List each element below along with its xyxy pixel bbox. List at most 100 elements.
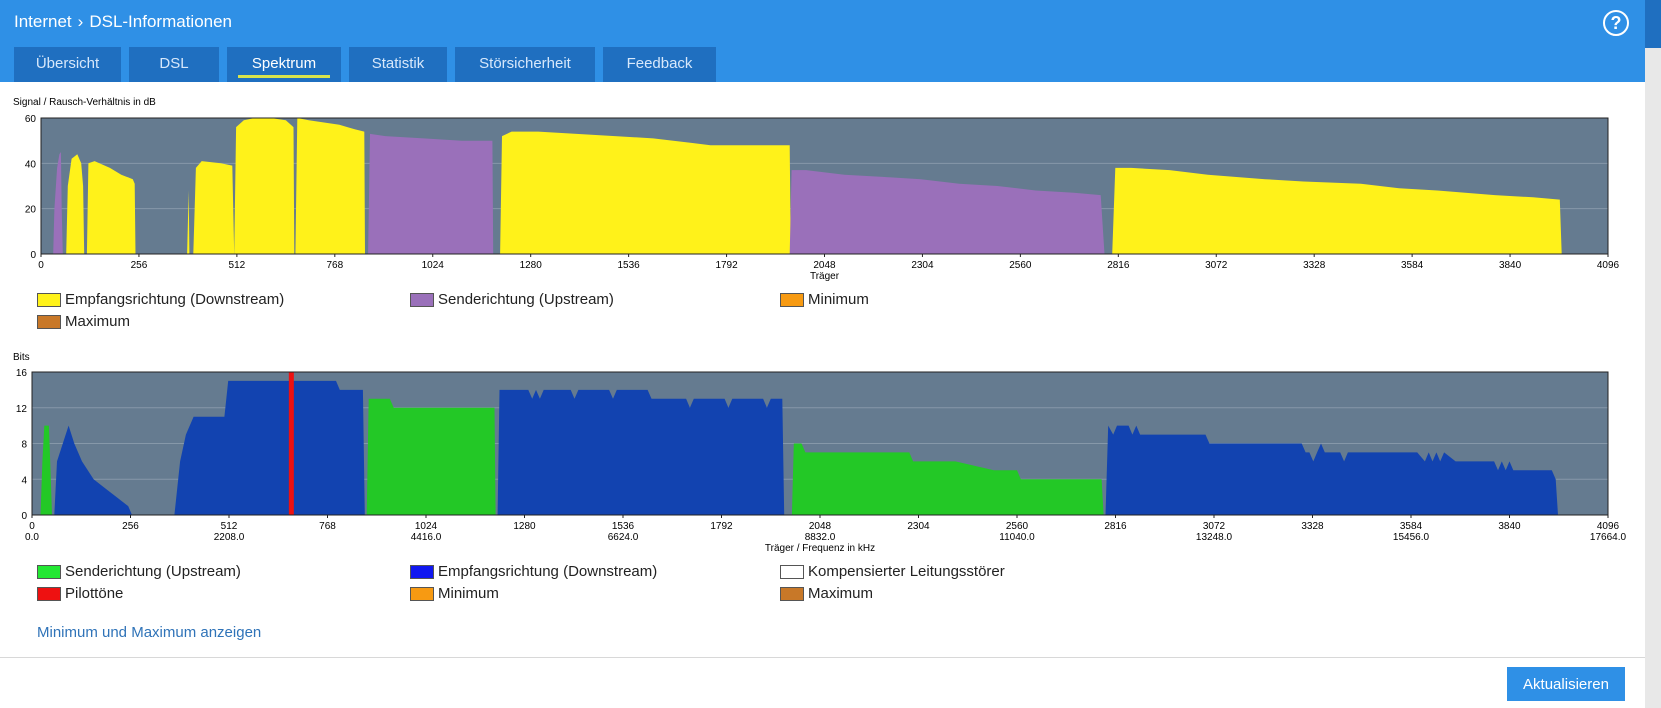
y-tick-label: 12	[16, 404, 28, 415]
legend-label: Empfangsrichtung (Downstream)	[65, 291, 285, 308]
bits-chart-title: Bits	[13, 352, 30, 363]
tab-spektrum[interactable]: Spektrum	[227, 47, 341, 82]
series-band-empfangsrichtung	[66, 154, 85, 254]
scrollbar-top[interactable]	[1645, 0, 1661, 48]
tab-feedback[interactable]: Feedback	[603, 47, 716, 82]
legend-label: Empfangsrichtung (Downstream)	[438, 563, 658, 580]
x-tick-label: 2048	[809, 521, 832, 532]
series-band-senderichtung	[40, 425, 52, 515]
x-tick-label: 3328	[1303, 260, 1326, 271]
y-tick-label: 4	[21, 475, 27, 486]
x-tick-freq-label: 13248.0	[1196, 532, 1233, 543]
breadcrumb: Internet › DSL-Informationen	[14, 12, 232, 32]
x-tick-label: 512	[229, 260, 246, 271]
x-tick-freq-label: 17664.0	[1590, 532, 1627, 543]
x-tick-label: 1536	[612, 521, 635, 532]
legend-label: Minimum	[438, 585, 499, 602]
legend-bits-minimum: Minimum	[410, 585, 499, 602]
x-tick-label: 4096	[1597, 260, 1620, 271]
series-band-empfangsrichtung	[193, 161, 235, 254]
x-tick-label: 3840	[1499, 260, 1522, 271]
snr-chart-title: Signal / Rausch-Verhältnis in dB	[13, 97, 156, 108]
series-band-senderichtung	[53, 152, 63, 254]
x-tick-label: 1792	[710, 521, 733, 532]
legend-label: Pilottöne	[65, 585, 124, 602]
legend-swatch	[780, 586, 804, 601]
tab-bar: Übersicht DSL Spektrum Statistik Störsic…	[14, 47, 724, 82]
x-tick-label: 1280	[513, 521, 536, 532]
tab-dsl[interactable]: DSL	[129, 47, 219, 82]
y-tick-label: 0	[30, 250, 36, 261]
vertical-scrollbar[interactable]	[1645, 48, 1661, 708]
legend-swatch	[37, 586, 61, 601]
x-tick-label: 2560	[1006, 521, 1029, 532]
legend-bits-upstream: Senderichtung (Upstream)	[37, 563, 241, 580]
legend-bits-crosstalk: Kompensierter Leitungsstörer	[780, 563, 1005, 580]
x-tick-freq-label: 8832.0	[805, 532, 836, 543]
x-tick-label: 1280	[520, 260, 543, 271]
breadcrumb-parent[interactable]: Internet	[14, 12, 72, 31]
x-tick-label: 768	[326, 260, 343, 271]
snr-chart: 0 20 40 60 0 256 512 768 1024 1280 1536 1792 2048 230…	[25, 114, 1620, 282]
legend-bits-maximum: Maximum	[780, 585, 873, 602]
y-tick-label: 40	[25, 159, 37, 170]
legend-swatch	[780, 564, 804, 579]
legend-swatch	[780, 292, 804, 307]
series-band-empfangsrichtung	[500, 131, 791, 254]
legend-label: Senderichtung (Upstream)	[65, 563, 241, 580]
x-tick-label: 3584	[1400, 521, 1423, 532]
y-tick-label: 8	[21, 440, 27, 451]
tab-stoersicherheit[interactable]: Störsicherheit	[455, 47, 595, 82]
legend-bits-downstream: Empfangsrichtung (Downstream)	[410, 563, 657, 580]
legend-label: Maximum	[808, 585, 874, 602]
y-tick-label: 0	[21, 511, 27, 522]
x-tick-label: 0	[38, 260, 44, 271]
x-tick-label: 3584	[1401, 260, 1424, 271]
legend-swatch	[410, 586, 434, 601]
legend-snr-maximum: Maximum	[37, 313, 130, 330]
series-band-empfangsrichtung	[187, 190, 190, 254]
x-tick-label: 2304	[907, 521, 930, 532]
legend-swatch	[410, 292, 434, 307]
help-icon[interactable]: ?	[1603, 10, 1629, 36]
tab-statistik[interactable]: Statistik	[349, 47, 447, 82]
x-tick-freq-label: 15456.0	[1393, 532, 1430, 543]
footer-divider	[0, 657, 1645, 658]
series-band-empfangsrichtung	[497, 389, 785, 515]
x-tick-label: 1024	[422, 260, 445, 271]
legend-snr-downstream: Empfangsrichtung (Downstream)	[37, 291, 284, 308]
x-axis-label: Träger	[810, 271, 840, 282]
x-tick-label: 2048	[813, 260, 836, 271]
legend-snr-upstream: Senderichtung (Upstream)	[410, 291, 614, 308]
legend-label: Senderichtung (Upstream)	[438, 291, 614, 308]
x-tick-freq-label: 2208.0	[214, 532, 245, 543]
x-tick-label: 3840	[1498, 521, 1521, 532]
x-tick-label: 4096	[1597, 521, 1620, 532]
x-tick-freq-label: 6624.0	[608, 532, 639, 543]
x-tick-label: 3072	[1203, 521, 1226, 532]
tab-uebersicht[interactable]: Übersicht	[14, 47, 121, 82]
x-tick-label: 2304	[911, 260, 934, 271]
x-tick-label: 2816	[1107, 260, 1130, 271]
refresh-button[interactable]: Aktualisieren	[1507, 667, 1625, 701]
page-title: DSL-Informationen	[89, 12, 233, 31]
series-band-senderichtung	[366, 398, 496, 515]
x-tick-label: 2816	[1104, 521, 1127, 532]
x-tick-label: 3328	[1301, 521, 1324, 532]
y-tick-label: 60	[25, 114, 37, 125]
header-bar: Internet › DSL-Informationen ? Übersicht…	[0, 0, 1661, 82]
legend-bits-pilot: Pilottöne	[37, 585, 123, 602]
x-tick-label: 768	[319, 521, 336, 532]
show-minmax-link[interactable]: Minimum und Maximum anzeigen	[37, 624, 262, 641]
series-band-empfangsrichtung	[1105, 425, 1558, 515]
legend-swatch	[37, 314, 61, 329]
series-band-empfangsrichtung	[295, 118, 365, 254]
x-tick-label: 1024	[415, 521, 438, 532]
series-band-senderichtung	[368, 133, 494, 254]
series-band-empfangsrichtung	[1112, 167, 1562, 254]
series-band-empfangsrichtung	[174, 380, 365, 515]
x-tick-label: 1536	[618, 260, 641, 271]
x-tick-label: 512	[221, 521, 238, 532]
legend-label: Kompensierter Leitungsstörer	[808, 563, 1005, 580]
